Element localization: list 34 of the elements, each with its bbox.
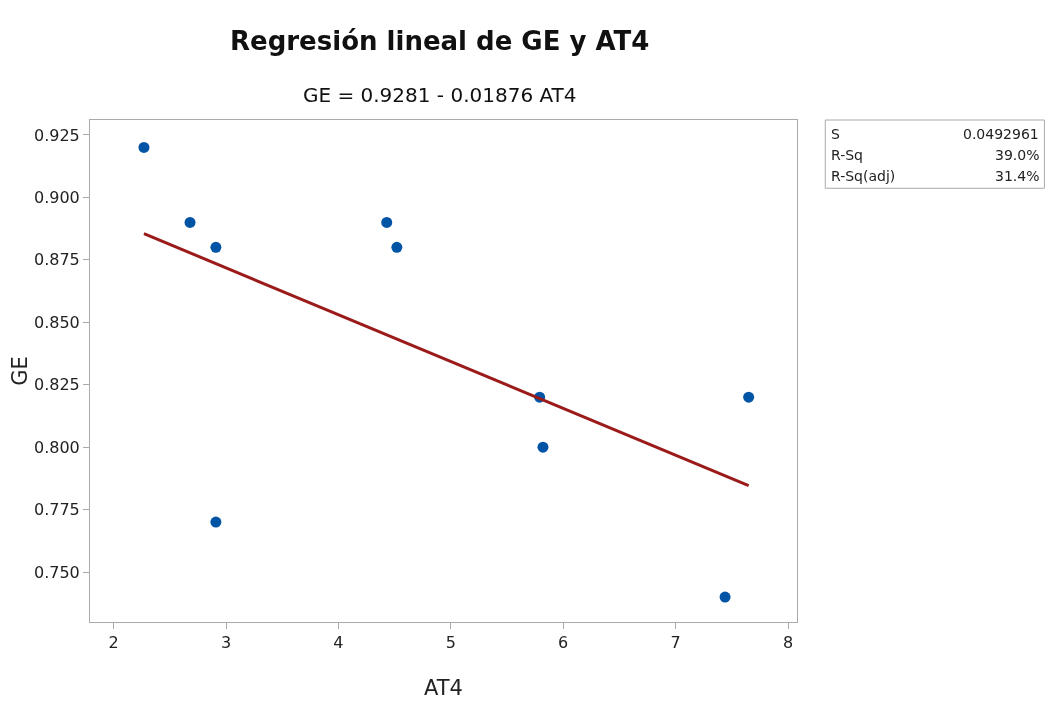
y-tick-label: 0.875 [33,250,80,270]
chart-title: Regresión lineal de GE y AT4 [230,25,650,56]
point [184,216,196,228]
x-tick-label: 7 [670,633,681,653]
text: 0.0492961 [963,126,1039,142]
y-tick-label: 0.750 [33,562,80,582]
point [381,216,393,228]
y-tick-label: 0.800 [33,437,80,457]
point [719,591,731,603]
point [537,441,549,453]
y-tick-label: 0.850 [33,312,80,332]
x-tick-label: 5 [445,633,456,653]
point [210,241,222,253]
y-tick-label: 0.825 [33,375,80,395]
x-tick-label: 6 [558,633,569,653]
y-axis-title: GE [7,356,32,386]
y-tick-label: 0.900 [33,188,80,208]
y-tick-label: 0.925 [33,125,80,145]
chart-subtitle: GE = 0.9281 - 0.01876 AT4 [302,82,577,107]
text: R-Sq(adj) [831,168,896,184]
x-tick-label: 8 [782,633,794,653]
x-tick-label: 2 [108,633,119,653]
point [210,516,222,528]
y-tick-label: 0.775 [33,500,80,520]
point [391,241,403,253]
text: 31.4% [995,168,1040,184]
point [138,141,150,153]
x-axis-title: AT4 [424,676,463,700]
text: R-Sq [831,147,863,163]
text: S [831,126,840,142]
point [743,391,755,403]
text: 39.0% [995,147,1040,163]
x-tick-label: 4 [333,633,344,653]
x-tick-label: 3 [220,633,232,653]
